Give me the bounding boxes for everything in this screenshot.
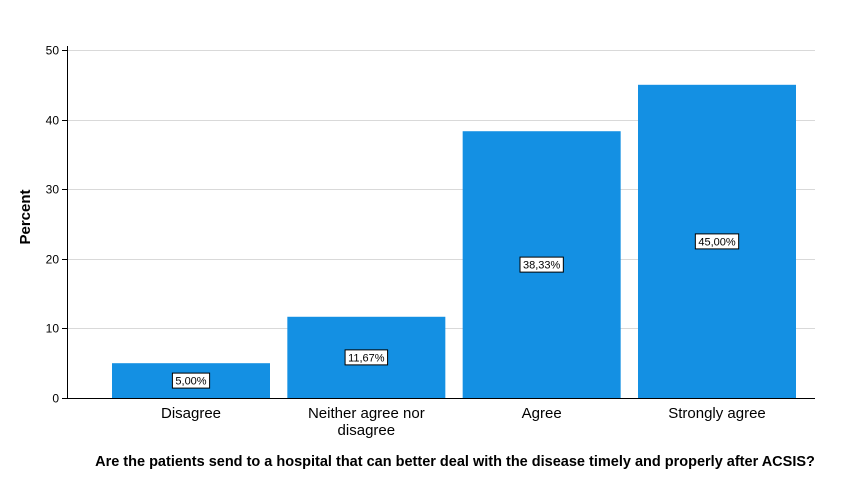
y-tick-label: 50 [46,44,60,58]
data-label-text: 5,00% [175,376,206,388]
data-label-text: 11,67% [348,352,385,364]
x-axis-title: Are the patients send to a hospital that… [95,454,815,470]
data-labels: 5,00% 11,67% 38,33% 45,00% [171,233,740,389]
x-tick-label: Neither agree nor disagree [308,405,425,439]
data-label-box [171,372,211,389]
axes: 0 10 20 30 40 50 Disagree Neither agree nor disa… [46,44,815,439]
data-label: 38,33% [519,256,564,273]
y-tick-label: 30 [46,183,60,197]
y-tick-label: 20 [46,253,60,267]
x-tick-label: Disagree [161,405,221,422]
x-tick-label: Strongly agree [668,405,766,422]
y-axis-title: Percent [17,189,34,244]
data-label: 11,67% [344,349,389,366]
data-label-text: 38,33% [523,260,561,272]
data-label-box [344,349,389,366]
data-label-box [694,233,740,250]
y-tick-label: 40 [46,114,60,128]
y-tick-label: 0 [52,392,59,406]
x-tick-label: Agree [522,405,562,422]
y-tick-label: 10 [46,322,60,336]
bars [112,84,796,399]
data-label-text: 45,00% [698,236,736,248]
data-label: 5,00% [171,372,211,389]
data-label-box [519,256,564,273]
data-label: 45,00% [694,233,740,250]
